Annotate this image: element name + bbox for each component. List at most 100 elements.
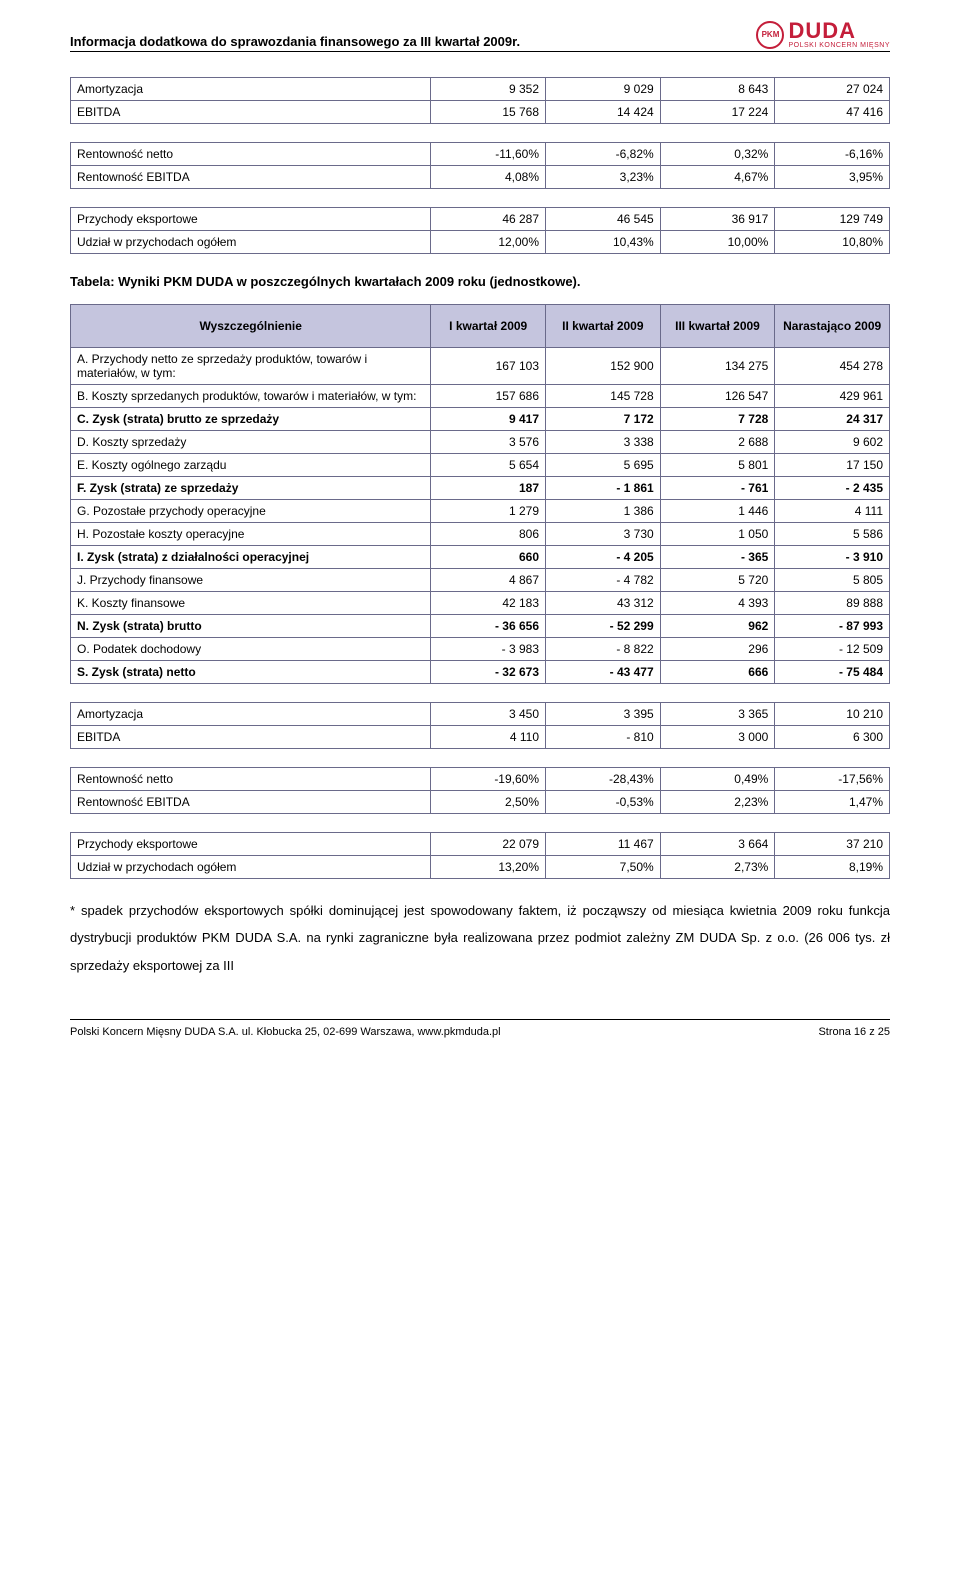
table-row: Amortyzacja9 3529 0298 64327 024: [71, 78, 890, 101]
logo-sub-text: POLSKI KONCERN MIĘSNY: [788, 42, 890, 49]
cell-value: 5 801: [660, 454, 775, 477]
row-label: D. Koszty sprzedaży: [71, 431, 431, 454]
cell-value: 37 210: [775, 833, 890, 856]
column-header: Wyszczególnienie: [71, 305, 431, 348]
cell-value: 7 172: [546, 408, 661, 431]
row-label: Amortyzacja: [71, 78, 431, 101]
row-label: I. Zysk (strata) z działalności operacyj…: [71, 546, 431, 569]
row-label: J. Przychody finansowe: [71, 569, 431, 592]
table-row: S. Zysk (strata) netto- 32 673- 43 47766…: [71, 661, 890, 684]
row-label: G. Pozostałe przychody operacyjne: [71, 500, 431, 523]
cell-value: 24 317: [775, 408, 890, 431]
table-row: F. Zysk (strata) ze sprzedaży187- 1 861-…: [71, 477, 890, 500]
cell-value: 2,73%: [660, 856, 775, 879]
cell-value: - 32 673: [431, 661, 546, 684]
cell-value: 806: [431, 523, 546, 546]
cell-value: - 4 782: [546, 569, 661, 592]
cell-value: 11 467: [546, 833, 661, 856]
cell-value: 10,43%: [546, 231, 661, 254]
cell-value: 1 386: [546, 500, 661, 523]
table-row: Udział w przychodach ogółem13,20%7,50%2,…: [71, 856, 890, 879]
amortization-ebitda-table-2: Amortyzacja3 4503 3953 36510 210EBITDA4 …: [70, 702, 890, 749]
cell-value: 962: [660, 615, 775, 638]
table-row: EBITDA4 110- 8103 0006 300: [71, 726, 890, 749]
row-label: Rentowność netto: [71, 143, 431, 166]
cell-value: 27 024: [775, 78, 890, 101]
export-revenue-table-1: Przychody eksportowe46 28746 54536 91712…: [70, 207, 890, 254]
cell-value: 0,32%: [660, 143, 775, 166]
cell-value: 46 545: [546, 208, 661, 231]
cell-value: 13,20%: [431, 856, 546, 879]
row-label: O. Podatek dochodowy: [71, 638, 431, 661]
cell-value: 187: [431, 477, 546, 500]
cell-value: 3 576: [431, 431, 546, 454]
cell-value: 43 312: [546, 592, 661, 615]
company-logo: PKM DUDA POLSKI KONCERN MIĘSNY: [756, 20, 890, 49]
cell-value: 5 720: [660, 569, 775, 592]
row-label: E. Koszty ogólnego zarządu: [71, 454, 431, 477]
cell-value: - 365: [660, 546, 775, 569]
cell-value: - 36 656: [431, 615, 546, 638]
row-label: Przychody eksportowe: [71, 833, 431, 856]
row-label: N. Zysk (strata) brutto: [71, 615, 431, 638]
row-label: F. Zysk (strata) ze sprzedaży: [71, 477, 431, 500]
cell-value: - 12 509: [775, 638, 890, 661]
cell-value: 5 654: [431, 454, 546, 477]
cell-value: - 43 477: [546, 661, 661, 684]
cell-value: 0,49%: [660, 768, 775, 791]
cell-value: 17 224: [660, 101, 775, 124]
cell-value: 17 150: [775, 454, 890, 477]
column-header: I kwartał 2009: [431, 305, 546, 348]
table-row: Rentowność EBITDA4,08%3,23%4,67%3,95%: [71, 166, 890, 189]
cell-value: 10 210: [775, 703, 890, 726]
cell-value: 4 867: [431, 569, 546, 592]
cell-value: 5 805: [775, 569, 890, 592]
table-row: Udział w przychodach ogółem12,00%10,43%1…: [71, 231, 890, 254]
table-row: Przychody eksportowe46 28746 54536 91712…: [71, 208, 890, 231]
table-row: B. Koszty sprzedanych produktów, towarów…: [71, 385, 890, 408]
cell-value: 1 050: [660, 523, 775, 546]
cell-value: 2,23%: [660, 791, 775, 814]
cell-value: 3 395: [546, 703, 661, 726]
cell-value: -17,56%: [775, 768, 890, 791]
cell-value: 1 279: [431, 500, 546, 523]
page-header: Informacja dodatkowa do sprawozdania fin…: [70, 20, 890, 52]
column-header: III kwartał 2009: [660, 305, 775, 348]
cell-value: 3 730: [546, 523, 661, 546]
row-label: EBITDA: [71, 101, 431, 124]
column-header: II kwartał 2009: [546, 305, 661, 348]
cell-value: 7 728: [660, 408, 775, 431]
cell-value: 126 547: [660, 385, 775, 408]
table-row: EBITDA15 76814 42417 22447 416: [71, 101, 890, 124]
footer-left: Polski Koncern Mięsny DUDA S.A. ul. Kłob…: [70, 1026, 501, 1038]
cell-value: 8,19%: [775, 856, 890, 879]
cell-value: 2 688: [660, 431, 775, 454]
cell-value: -6,82%: [546, 143, 661, 166]
cell-value: -6,16%: [775, 143, 890, 166]
logo-main-text: DUDA: [788, 20, 890, 42]
cell-value: 10,80%: [775, 231, 890, 254]
row-label: S. Zysk (strata) netto: [71, 661, 431, 684]
cell-value: 4 110: [431, 726, 546, 749]
row-label: Przychody eksportowe: [71, 208, 431, 231]
cell-value: 4 111: [775, 500, 890, 523]
cell-value: 167 103: [431, 348, 546, 385]
cell-value: 134 275: [660, 348, 775, 385]
table-row: E. Koszty ogólnego zarządu5 6545 6955 80…: [71, 454, 890, 477]
cell-value: 9 417: [431, 408, 546, 431]
cell-value: 152 900: [546, 348, 661, 385]
table-row: N. Zysk (strata) brutto- 36 656- 52 2999…: [71, 615, 890, 638]
table-row: Amortyzacja3 4503 3953 36510 210: [71, 703, 890, 726]
profitability-table-2: Rentowność netto-19,60%-28,43%0,49%-17,5…: [70, 767, 890, 814]
table-row: I. Zysk (strata) z działalności operacyj…: [71, 546, 890, 569]
cell-value: 42 183: [431, 592, 546, 615]
table-row: Rentowność netto-11,60%-6,82%0,32%-6,16%: [71, 143, 890, 166]
row-label: Udział w przychodach ogółem: [71, 856, 431, 879]
profitability-table-1: Rentowność netto-11,60%-6,82%0,32%-6,16%…: [70, 142, 890, 189]
cell-value: - 3 983: [431, 638, 546, 661]
cell-value: 3 664: [660, 833, 775, 856]
table-row: D. Koszty sprzedaży3 5763 3382 6889 602: [71, 431, 890, 454]
cell-value: 15 768: [431, 101, 546, 124]
cell-value: 10,00%: [660, 231, 775, 254]
cell-value: -19,60%: [431, 768, 546, 791]
